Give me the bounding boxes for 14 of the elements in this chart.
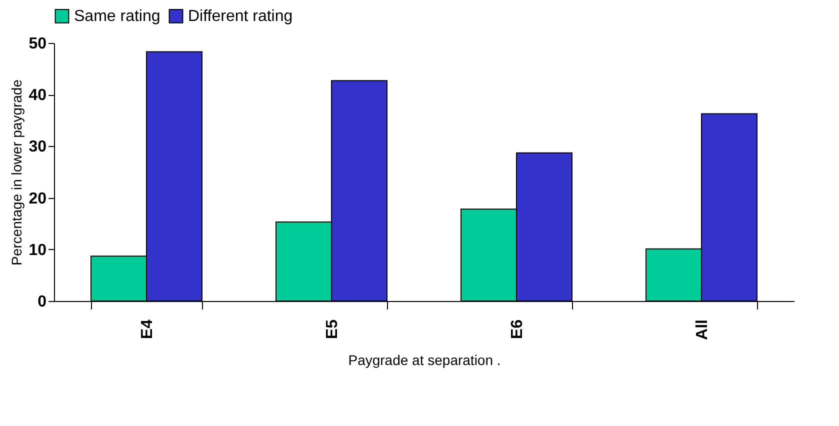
x-axis-title: Paygrade at separation .	[348, 352, 501, 368]
y-tick-label: 50	[28, 36, 47, 52]
y-axis-title: Percentage in lower paygrade	[8, 79, 25, 266]
y-tick-label: 20	[28, 190, 47, 208]
x-tick-label: E4	[139, 319, 156, 340]
legend-label: Same rating	[74, 8, 160, 26]
x-tick-label: E6	[509, 319, 526, 340]
y-tick-label: 10	[28, 242, 47, 259]
y-tick-label: 0	[38, 294, 47, 310]
legend-label: Different rating	[188, 8, 293, 26]
x-tick-label: E5	[324, 319, 341, 340]
y-tick-label: 40	[28, 87, 47, 104]
y-tick-label: 30	[28, 138, 47, 156]
x-tick-label: All	[694, 320, 711, 340]
